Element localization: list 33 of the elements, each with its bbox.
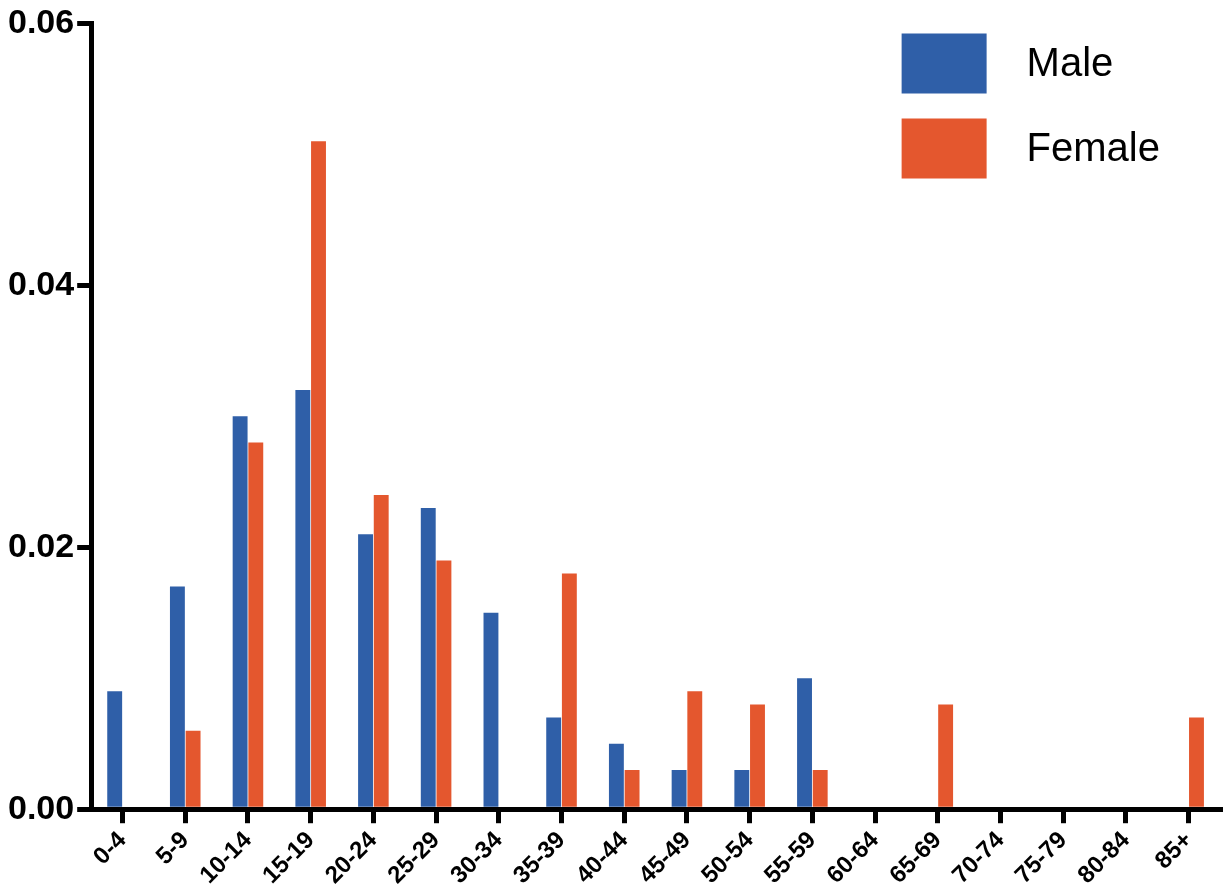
bar [1189, 717, 1204, 807]
bar [561, 573, 577, 807]
y-tick-label: 0.06 [7, 1, 75, 40]
bar [624, 769, 640, 807]
bar [483, 612, 499, 807]
bar [420, 508, 436, 807]
legend-label: Female [1026, 125, 1161, 170]
x-tick-label: 85+ [1148, 825, 1197, 874]
x-tick-label: 0-4 [87, 825, 132, 870]
bar [938, 704, 954, 807]
bar [248, 442, 264, 807]
bar [608, 743, 624, 807]
bar [232, 416, 248, 807]
bar [797, 678, 812, 807]
y-tick-label: 0.02 [7, 525, 75, 564]
bar [750, 704, 765, 807]
y-tick-label: 0.04 [7, 263, 75, 302]
bar [546, 717, 562, 807]
bar [311, 141, 326, 807]
bar [358, 534, 373, 807]
legend-label: Male [1026, 40, 1114, 85]
bar [295, 390, 311, 807]
bar [812, 769, 828, 807]
bar [734, 769, 750, 807]
bar [107, 691, 123, 807]
bar [185, 730, 201, 807]
bar [169, 586, 185, 807]
bar [671, 769, 687, 807]
y-tick-label: 0.00 [7, 787, 75, 826]
x-tick-label: 5-9 [149, 825, 194, 870]
bar [436, 560, 452, 807]
bar [687, 691, 703, 807]
bar [373, 494, 389, 807]
